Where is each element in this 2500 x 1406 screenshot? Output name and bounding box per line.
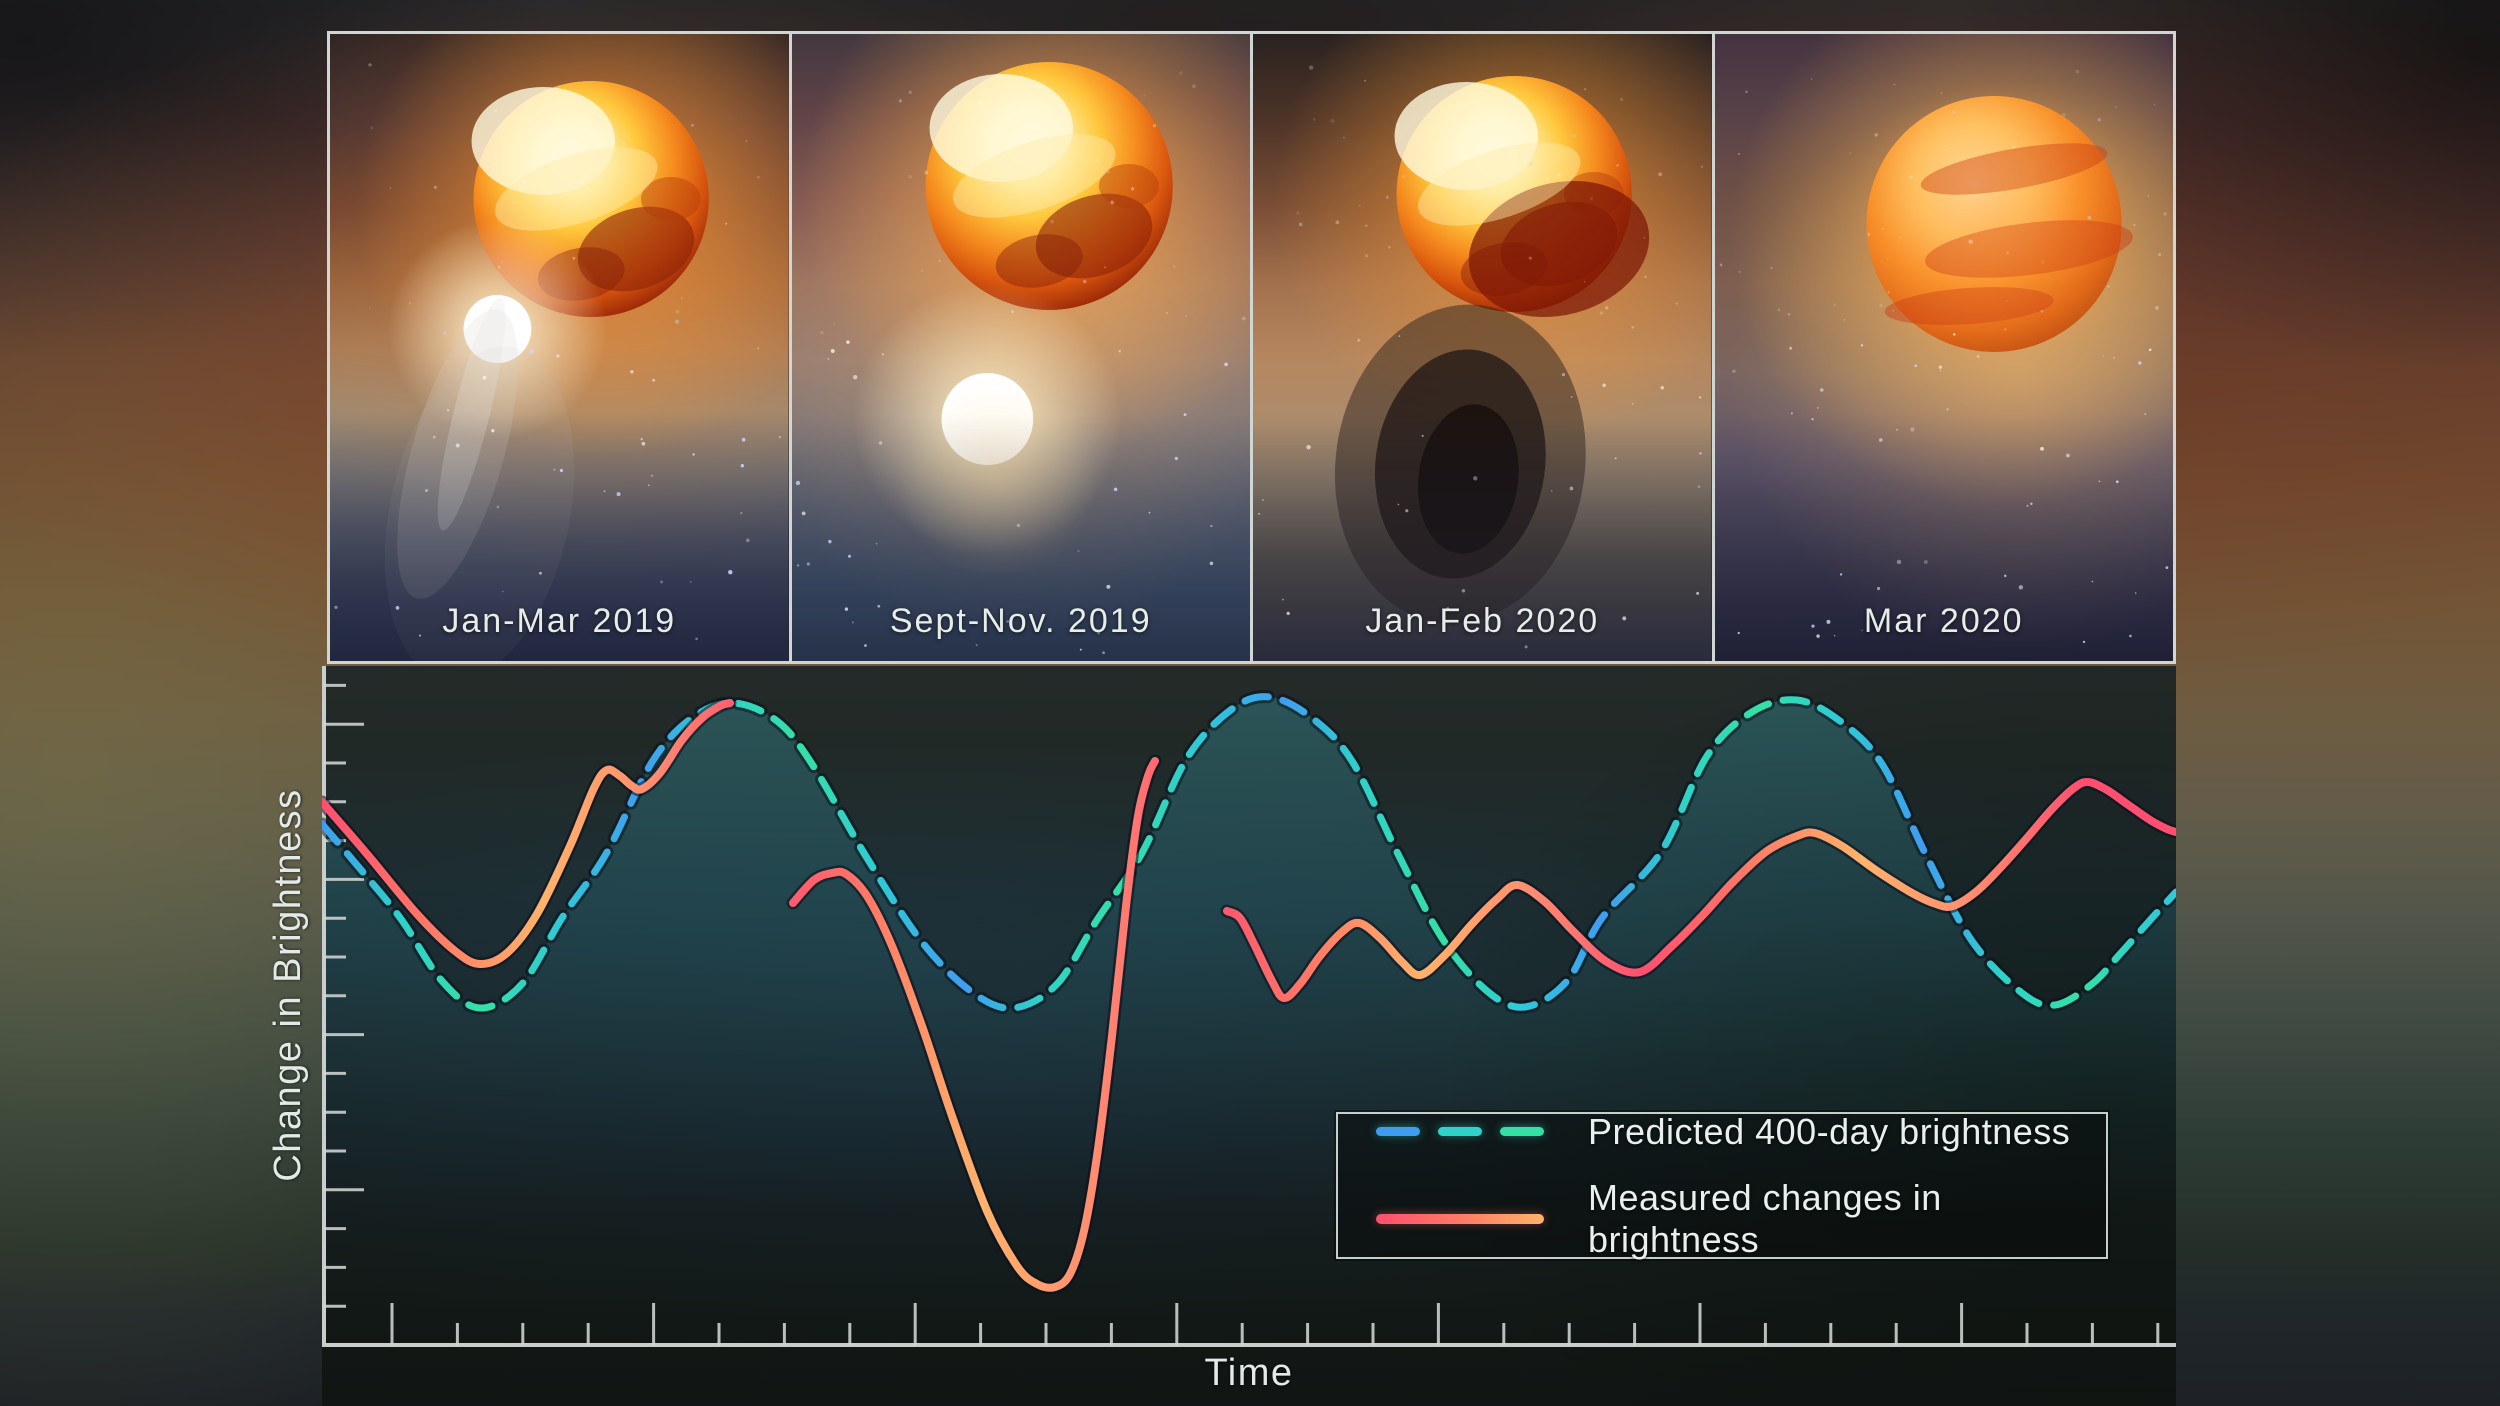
axis-ticks: [324, 683, 2160, 1345]
star-illustration-3: [1253, 34, 1712, 661]
brightness-chart-area: [322, 666, 2176, 1406]
legend-solid-line-sample: [1376, 1213, 1544, 1224]
measured-curve-segment-1: [322, 699, 734, 969]
legend-label-measured: Measured changes in brightness: [1588, 1176, 1942, 1260]
panel-label: Mar 2020: [1863, 602, 2024, 640]
star-illustration-2: [791, 34, 1250, 661]
y-axis-label: Change in Brightness: [267, 788, 309, 1182]
panel-label: Jan-Mar 2019: [442, 602, 677, 640]
axes: [322, 666, 2176, 1347]
panel-sept-nov-2019: Sept-Nov. 2019: [791, 34, 1250, 661]
panel-label: Jan-Feb 2020: [1365, 602, 1600, 640]
measured-curve-segment-2: [789, 757, 1159, 1292]
panel-jan-feb-2020: Jan-Feb 2020: [1253, 34, 1712, 661]
chart-legend: Predicted 400-day brightness Measured ch…: [1336, 1111, 2108, 1261]
brightness-chart: [322, 666, 2176, 1347]
legend-item-measured: Measured changes in brightness: [1376, 1177, 2106, 1261]
legend-item-predicted: Predicted 400-day brightness: [1376, 1111, 2106, 1153]
legend-label-predicted: Predicted 400-day brightness: [1588, 1110, 2071, 1152]
star-illustration-1: [330, 34, 789, 661]
star-illustration-4: [1714, 34, 2173, 661]
measured-curve-segment-3: [1223, 777, 2176, 1002]
panel-label: Sept-Nov. 2019: [889, 602, 1152, 640]
panel-mar-2020: Mar 2020: [1714, 34, 2173, 661]
x-axis-label: Time: [1204, 1352, 1294, 1394]
panel-jan-mar-2019: Jan-Mar 2019: [330, 34, 789, 661]
legend-dashed-line-sample: [1376, 1127, 1544, 1136]
predicted-curve: [322, 693, 2176, 1012]
panel-strip: Jan-Mar 2019 Sept-Nov. 2019 Jan-Feb 2020…: [327, 31, 2176, 664]
